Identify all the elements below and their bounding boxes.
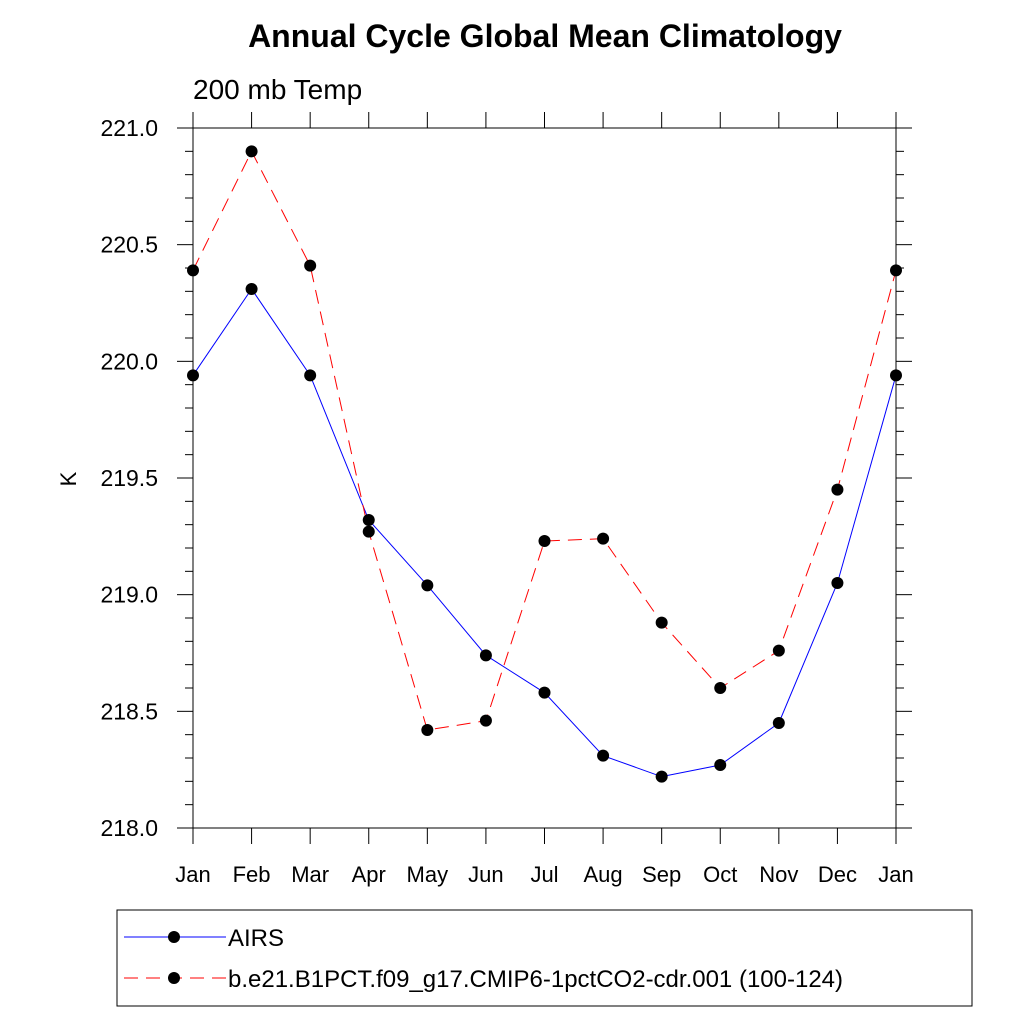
data-point-series-1 xyxy=(714,682,727,694)
data-point-series-0 xyxy=(479,649,492,662)
axis-ticks xyxy=(177,112,912,844)
y-axis-label: K xyxy=(56,471,81,486)
x-tick-label: May xyxy=(407,862,449,887)
x-tick-label: Oct xyxy=(703,862,737,887)
series-layer xyxy=(187,145,902,783)
legend-box xyxy=(116,909,973,1007)
x-tick-label: Nov xyxy=(759,862,798,887)
x-tick-label: Dec xyxy=(818,862,857,887)
y-tick-label: 220.5 xyxy=(100,232,158,258)
x-tick-label: Apr xyxy=(352,862,386,887)
data-point-series-0 xyxy=(245,283,258,295)
data-point-series-1 xyxy=(362,525,375,538)
chart-subtitle: 200 mb Temp xyxy=(193,74,362,105)
data-point-series-0 xyxy=(538,686,551,699)
data-point-series-0 xyxy=(714,759,727,771)
data-point-series-1 xyxy=(597,532,610,545)
series-line-1 xyxy=(192,150,897,731)
data-point-series-0 xyxy=(304,369,317,382)
x-tick-label: Jan xyxy=(175,862,210,887)
data-point-series-0 xyxy=(187,369,199,382)
legend-marker-airs xyxy=(168,931,180,943)
legend-label-airs: AIRS xyxy=(228,925,284,952)
chart-title: Annual Cycle Global Mean Climatology xyxy=(248,18,842,54)
data-point-series-1 xyxy=(245,145,258,158)
x-tick-label: Mar xyxy=(291,862,329,887)
data-point-series-1 xyxy=(655,616,668,629)
x-tick-label: Jan xyxy=(878,862,913,887)
legend: AIRS b.e21.B1PCT.f09_g17.CMIP6-1pctCO2-c… xyxy=(116,909,973,1007)
y-tick-label: 218.5 xyxy=(100,698,158,724)
y-tick-labels: 218.0 218.5 219.0 219.5 220.0 220.5 221.0 xyxy=(100,115,158,841)
data-point-series-1 xyxy=(479,714,492,727)
y-tick-label: 219.5 xyxy=(100,465,158,491)
data-point-series-0 xyxy=(831,577,844,589)
x-tick-label: Sep xyxy=(642,862,681,887)
data-point-series-0 xyxy=(890,369,902,382)
x-tick-label: Feb xyxy=(233,862,271,887)
x-tick-label: Aug xyxy=(584,862,623,887)
data-point-series-1 xyxy=(890,264,902,277)
y-tick-label: 219.0 xyxy=(100,582,158,608)
data-point-series-1 xyxy=(538,535,551,547)
plot-frame xyxy=(192,127,897,829)
x-tick-label: Jun xyxy=(468,862,503,887)
data-point-series-1 xyxy=(304,259,317,272)
data-point-series-1 xyxy=(831,483,844,496)
data-point-series-0 xyxy=(655,770,668,783)
data-point-series-1 xyxy=(772,644,785,657)
data-point-series-1 xyxy=(187,264,199,277)
y-tick-label: 218.0 xyxy=(100,815,158,841)
series-line-0 xyxy=(192,288,897,778)
legend-marker-model xyxy=(168,972,180,984)
data-point-series-0 xyxy=(421,579,434,592)
data-point-series-0 xyxy=(597,749,610,762)
legend-label-model: b.e21.B1PCT.f09_g17.CMIP6-1pctCO2-cdr.00… xyxy=(228,966,843,993)
data-point-series-0 xyxy=(362,514,375,526)
x-tick-label: Jul xyxy=(530,862,558,887)
y-tick-label: 220.0 xyxy=(100,348,158,374)
data-point-series-0 xyxy=(772,717,785,729)
data-point-series-1 xyxy=(421,724,434,736)
y-tick-label: 221.0 xyxy=(100,115,158,141)
x-tick-labels: Jan Feb Mar Apr May Jun Jul Aug Sep Oct Nov Dec Jan xyxy=(175,862,913,887)
